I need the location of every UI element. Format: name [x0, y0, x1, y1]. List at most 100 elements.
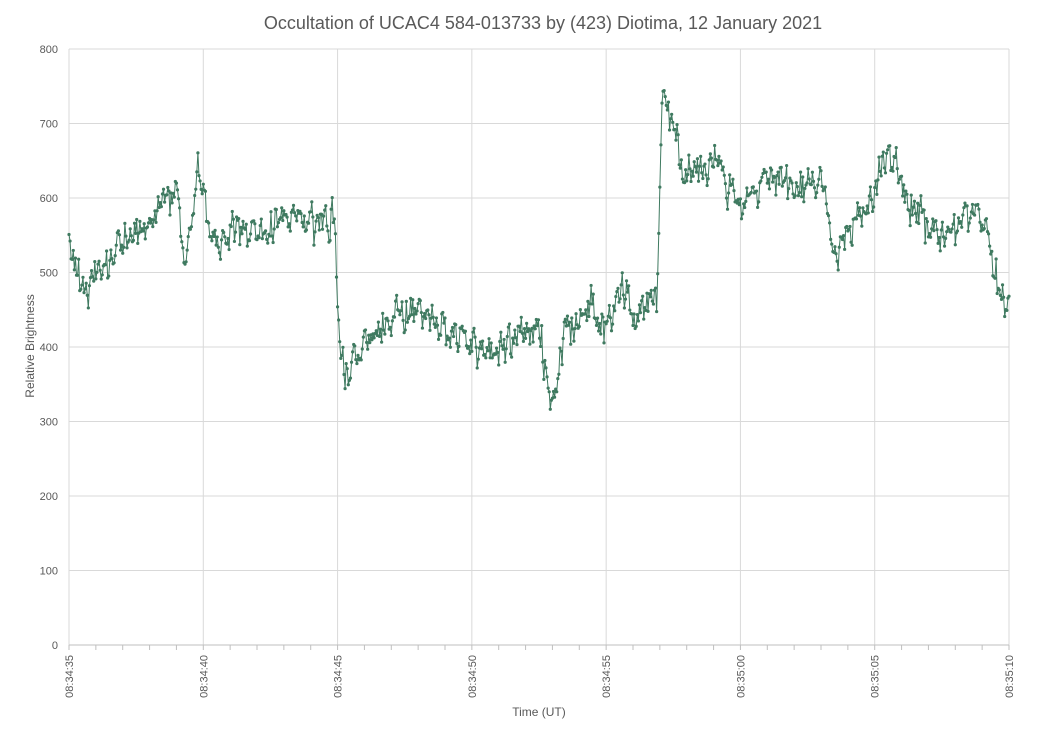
data-point [399, 309, 403, 313]
data-point [893, 155, 897, 160]
data-point [653, 286, 658, 290]
data-point [272, 227, 276, 231]
data-point [295, 219, 299, 223]
data-point [610, 322, 615, 326]
data-point [265, 237, 269, 241]
data-point [601, 315, 605, 319]
data-point [99, 277, 103, 281]
data-point [515, 342, 519, 347]
data-point [803, 186, 807, 191]
data-point [766, 177, 770, 181]
data-point [711, 165, 716, 169]
data-point [449, 329, 454, 333]
data-point [728, 173, 732, 177]
data-point [390, 319, 394, 323]
data-point [942, 244, 947, 248]
data-point [854, 217, 859, 221]
data-point [723, 182, 727, 186]
data-point [432, 322, 436, 326]
data-point [760, 175, 764, 179]
data-point [270, 234, 274, 238]
data-point [335, 305, 340, 309]
data-point [443, 316, 447, 320]
data-point [777, 182, 781, 186]
data-point [826, 214, 831, 218]
data-point [833, 245, 837, 249]
data-point [176, 197, 181, 201]
x-tick-label: 08:34:55 [601, 655, 613, 698]
data-point [317, 228, 321, 232]
data-point [433, 325, 437, 330]
data-point [923, 241, 927, 245]
data-point [843, 247, 847, 251]
data-point [291, 203, 296, 207]
data-point [1005, 308, 1009, 312]
data-point [896, 181, 900, 185]
data-point [724, 196, 729, 200]
data-point [841, 233, 846, 238]
data-point [392, 315, 397, 319]
data-point [899, 174, 904, 178]
data-point [427, 313, 431, 317]
data-point [108, 258, 112, 263]
data-point [245, 244, 249, 248]
data-point [309, 210, 313, 214]
data-point [586, 299, 590, 303]
y-tick-label: 800 [40, 44, 58, 56]
data-point [368, 341, 372, 345]
data-point [376, 320, 380, 324]
data-point [775, 173, 779, 178]
data-point [299, 211, 303, 216]
data-point [888, 144, 892, 148]
data-point [855, 201, 860, 205]
data-point [504, 347, 508, 351]
data-point [557, 372, 561, 376]
data-point [682, 181, 687, 185]
data-point [924, 217, 928, 221]
data-point [545, 375, 549, 379]
data-point [213, 228, 217, 232]
data-point [727, 191, 731, 195]
data-point [666, 100, 671, 104]
data-point [364, 340, 369, 345]
data-point [525, 321, 529, 326]
data-point [494, 346, 499, 350]
data-point [687, 153, 691, 157]
data-point [222, 230, 226, 235]
data-point [518, 329, 522, 334]
data-point [609, 329, 614, 333]
y-tick-label: 100 [40, 566, 58, 578]
data-point [847, 227, 851, 232]
data-point [435, 323, 440, 327]
data-point [215, 235, 219, 239]
data-point [496, 350, 500, 355]
data-point [248, 232, 253, 236]
data-point [334, 275, 339, 279]
data-point [195, 170, 199, 174]
data-point [230, 209, 234, 214]
data-point [904, 189, 908, 193]
data-point [678, 166, 682, 170]
data-point [570, 316, 574, 320]
data-point [930, 227, 934, 231]
data-point [912, 199, 917, 203]
data-point [382, 328, 386, 332]
data-point [795, 185, 799, 189]
data-point [774, 193, 778, 197]
data-point [622, 306, 627, 310]
data-point [233, 230, 238, 234]
data-point [493, 352, 498, 356]
data-point [377, 334, 382, 339]
data-point [932, 229, 936, 233]
data-point [457, 344, 461, 348]
data-point [517, 324, 521, 328]
data-point [977, 207, 981, 211]
data-point [116, 229, 121, 233]
data-point [613, 309, 617, 313]
data-point [786, 196, 790, 201]
x-tick-label: 08:35:05 [870, 655, 882, 698]
data-point [519, 315, 523, 319]
data-point [168, 213, 172, 217]
data-point [794, 181, 798, 185]
